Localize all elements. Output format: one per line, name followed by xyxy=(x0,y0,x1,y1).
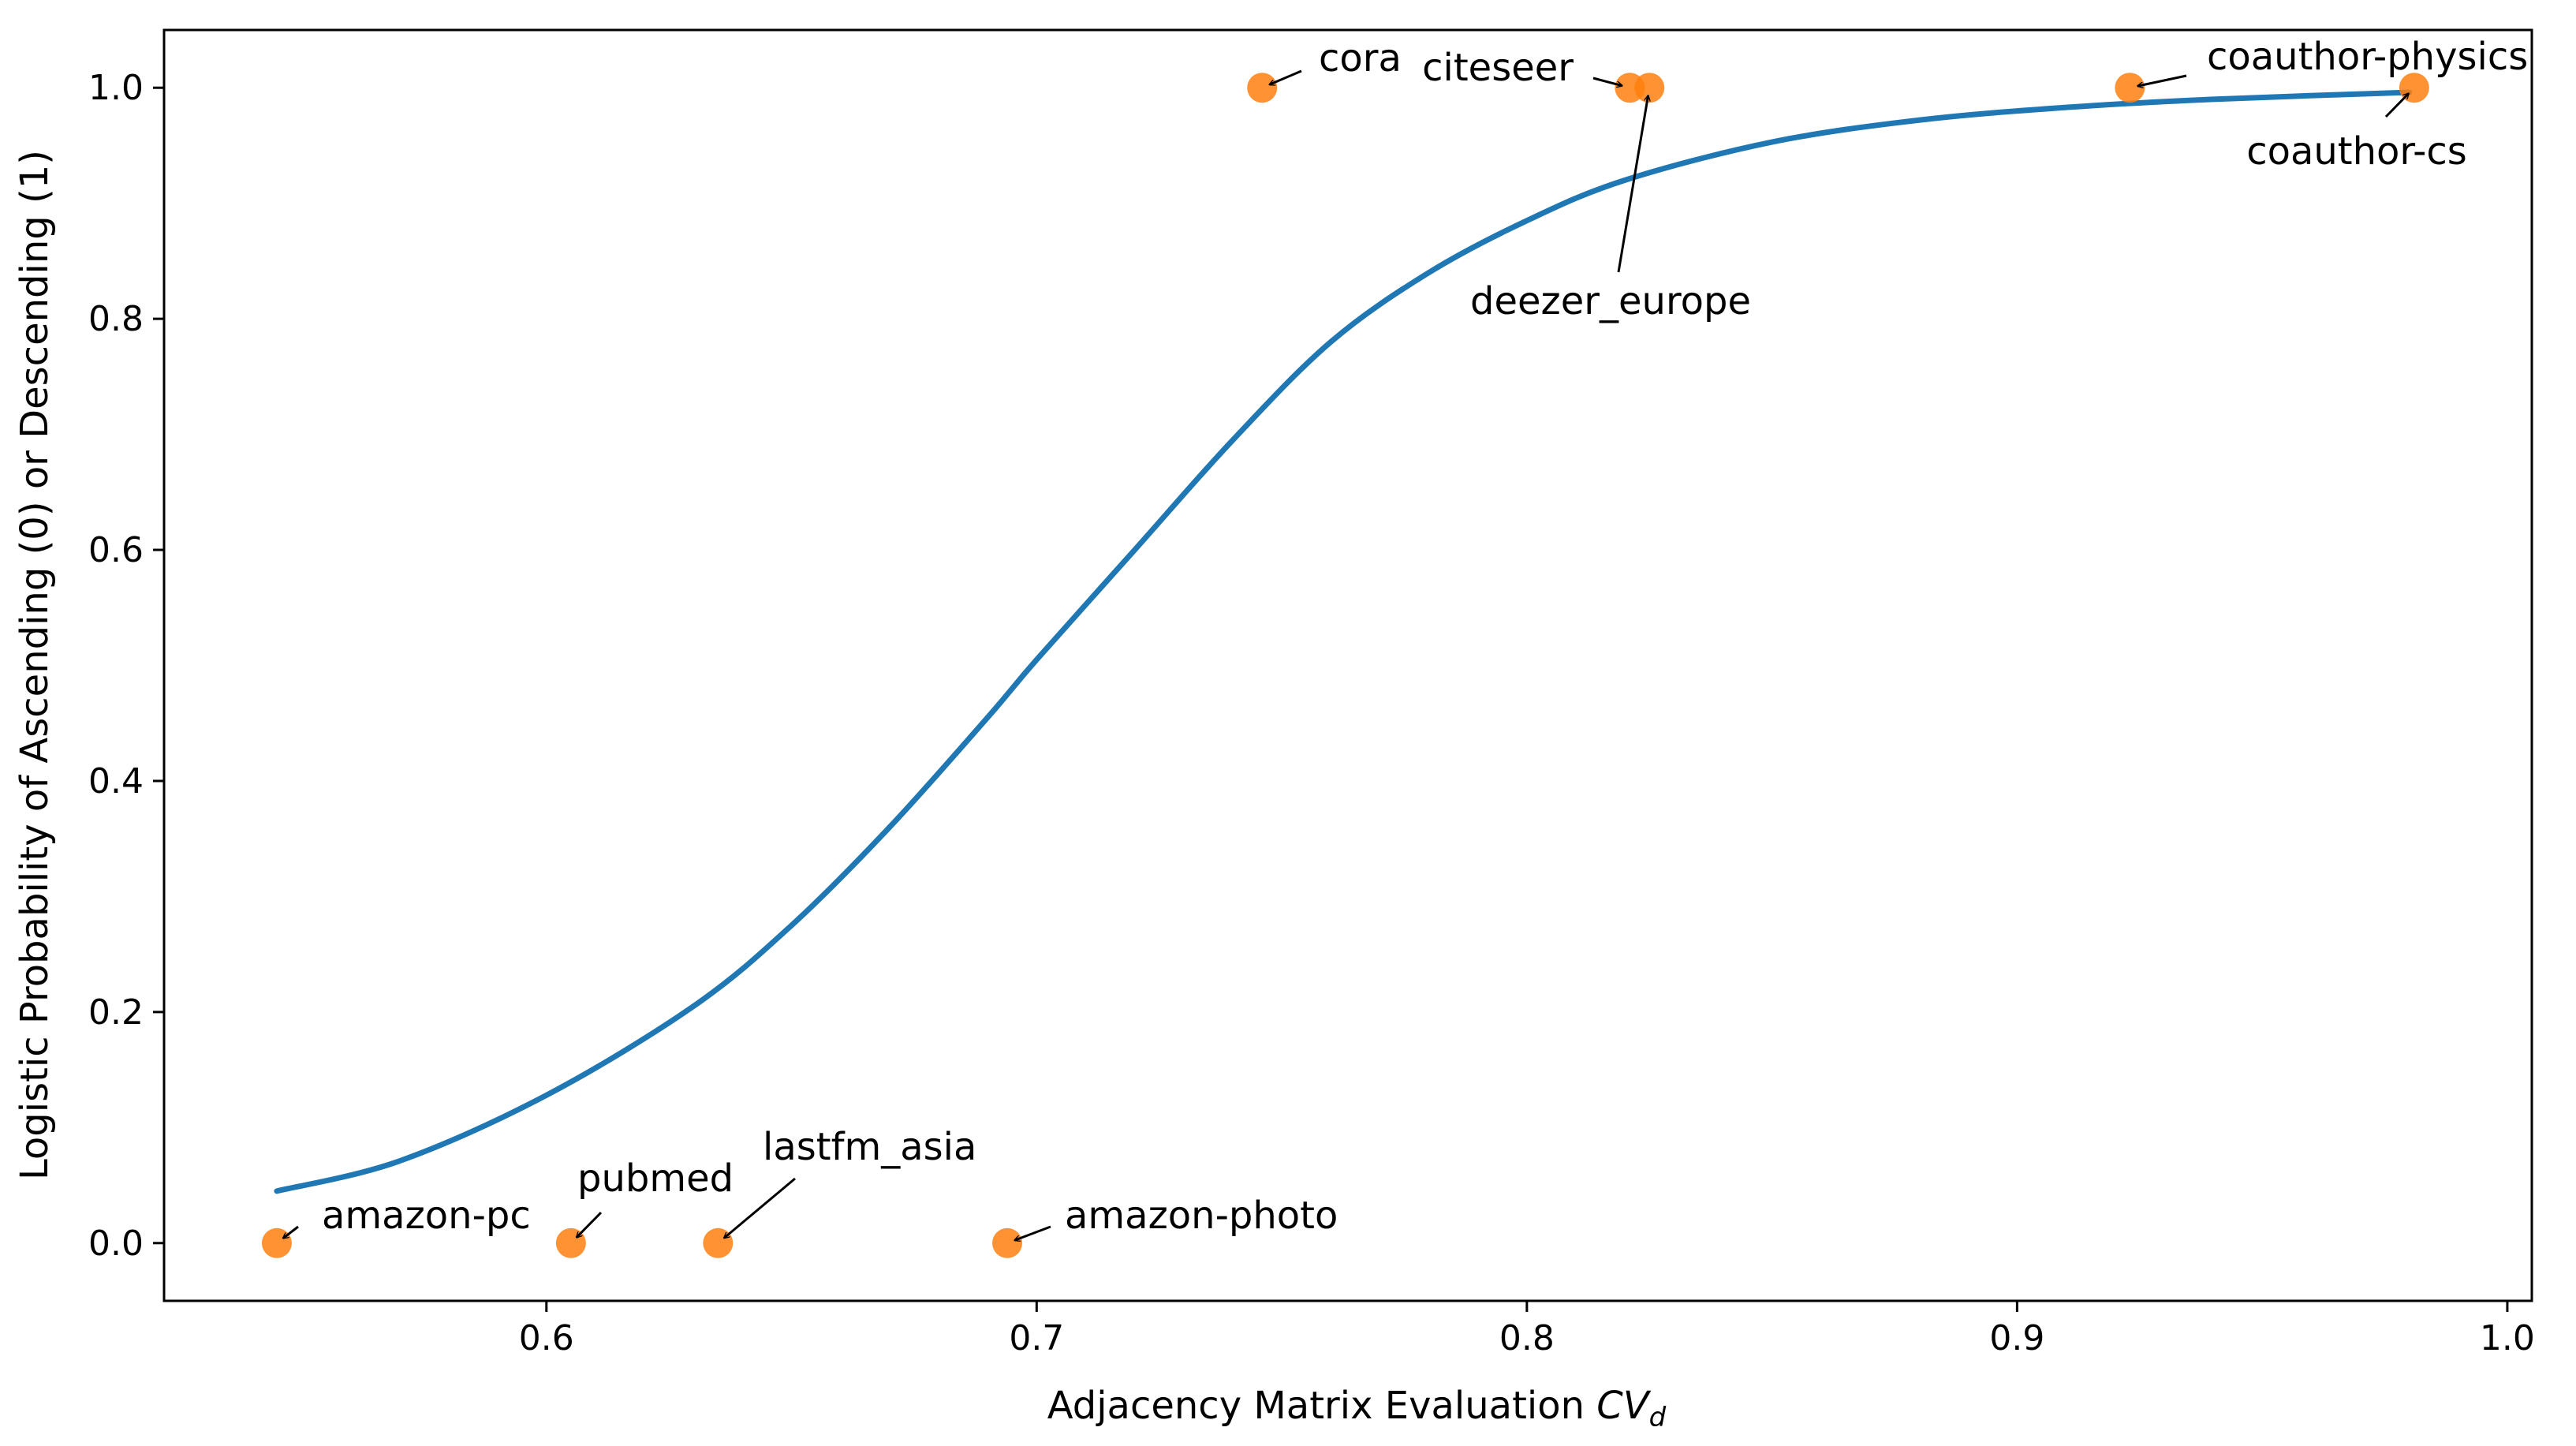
plot-frame xyxy=(162,28,2533,1302)
axes-ticks: 0.6 0.7 0.8 0.9 1.0 0.0 0.2 0.4 0.6 0.8 1.0 xyxy=(88,68,2535,1358)
annotation-label-amazon-photo: amazon-photo xyxy=(1065,1194,1338,1238)
y-tick-label: 0.6 xyxy=(88,530,144,570)
x-tick-label: 0.7 xyxy=(1009,1318,1064,1358)
annotation-arrow-cora xyxy=(1269,69,1302,84)
annotation-label-amazon-pc: amazon-pc xyxy=(322,1194,531,1238)
annotation-label-cora: cora xyxy=(1319,36,1402,80)
y-tick-label: 0.0 xyxy=(88,1224,144,1264)
annotation-arrow-citeseer xyxy=(1592,77,1622,86)
fit-curve-layer xyxy=(274,89,2413,1194)
annotation-arrow-pubmed xyxy=(577,1211,603,1238)
y-tick-label: 1.0 xyxy=(88,68,144,108)
annotation-arrow-amazon-photo xyxy=(1014,1225,1051,1240)
annotation-arrow-lastfm-asia xyxy=(724,1177,796,1238)
annotation-label-lastfm-asia: lastfm_asia xyxy=(763,1125,976,1169)
x-tick-label: 0.8 xyxy=(1499,1318,1555,1358)
y-axis-title: Logistic Probability of Ascending (0) or… xyxy=(13,150,57,1180)
annotation-label-citeseer: citeseer xyxy=(1422,46,1574,90)
data-point-deezer-europe xyxy=(1634,73,1665,103)
point-annotations-layer: amazon-pc pubmed lastfm_asia amazon-photo co… xyxy=(283,35,2528,1240)
x-axis-title: Adjacency Matrix Evaluation CVd xyxy=(1047,1384,1667,1433)
data-point-amazon-photo xyxy=(992,1227,1023,1258)
y-tick-label: 0.4 xyxy=(88,761,144,801)
x-tick-label: 1.0 xyxy=(2480,1318,2535,1358)
annotation-label-deezer-europe: deezer_europe xyxy=(1470,279,1751,323)
data-point-cora xyxy=(1247,73,1278,103)
annotation-label-coauthor-cs: coauthor-cs xyxy=(2246,129,2467,174)
annotation-label-pubmed: pubmed xyxy=(577,1156,734,1201)
x-tick-label: 0.6 xyxy=(519,1318,574,1358)
data-point-amazon-pc xyxy=(261,1227,292,1258)
annotation-arrow-coauthor-physics xyxy=(2137,74,2187,86)
fit-line xyxy=(274,89,2413,1194)
annotation-arrow-amazon-pc xyxy=(283,1225,299,1239)
annotation-label-coauthor-physics: coauthor-physics xyxy=(2207,35,2528,79)
annotation-arrow-deezer-europe xyxy=(1617,95,1648,273)
annotation-arrow-coauthor-cs xyxy=(2384,93,2409,118)
y-tick-label: 0.8 xyxy=(88,299,144,339)
data-point-lastfm-asia xyxy=(703,1227,734,1258)
x-tick-label: 0.9 xyxy=(1989,1318,2044,1358)
data-point-coauthor-physics xyxy=(2115,73,2145,103)
y-tick-label: 0.2 xyxy=(88,992,144,1033)
